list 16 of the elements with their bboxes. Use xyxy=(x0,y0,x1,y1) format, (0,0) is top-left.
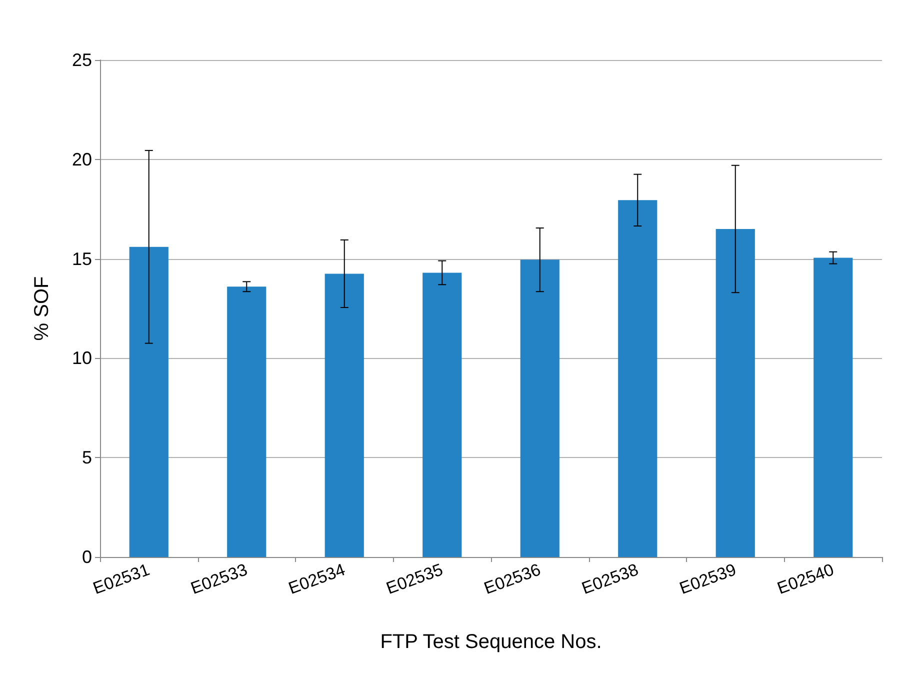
y-axis-title: % SOF xyxy=(31,276,53,341)
bar xyxy=(618,200,658,557)
y-tick-label: 5 xyxy=(82,448,92,468)
y-tick-label: 15 xyxy=(72,248,92,269)
bar xyxy=(422,272,462,557)
bar xyxy=(814,258,853,557)
bar xyxy=(129,246,168,557)
bar xyxy=(324,274,364,557)
y-tick-label: 25 xyxy=(72,50,92,70)
bar xyxy=(227,286,266,557)
y-tick-label: 20 xyxy=(72,149,92,170)
bar xyxy=(716,228,755,557)
y-tick-label: 10 xyxy=(72,348,92,368)
y-tick-label: 0 xyxy=(82,547,92,567)
x-axis-title: FTP Test Sequence Nos. xyxy=(380,631,602,653)
bar xyxy=(520,260,560,557)
